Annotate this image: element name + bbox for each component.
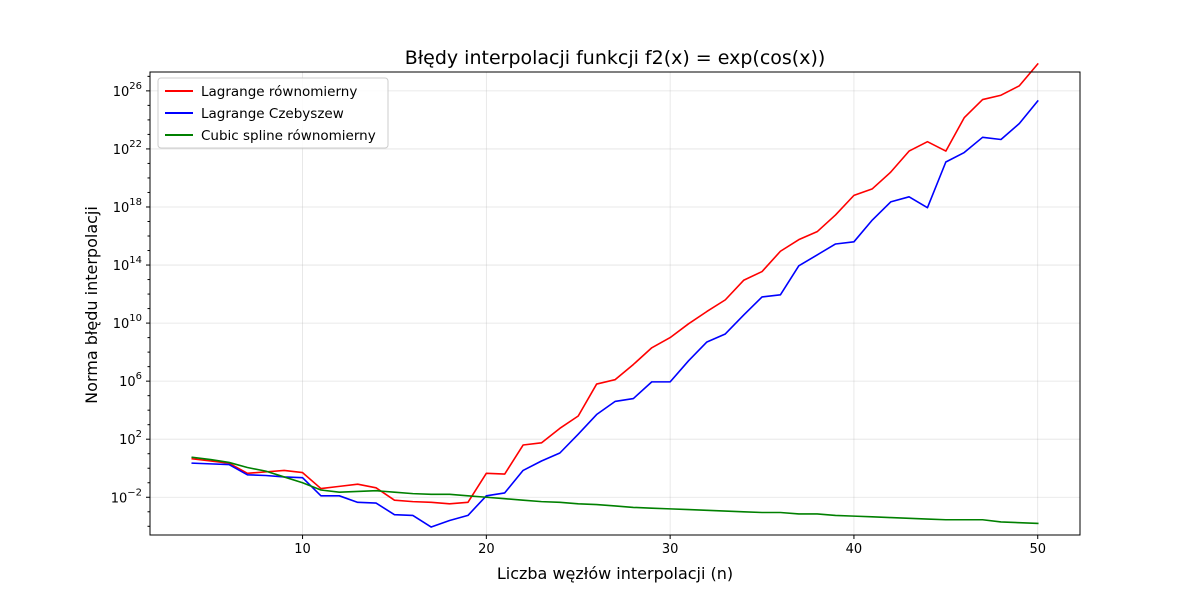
y-axis-label: Norma błędu interpolacji (82, 206, 101, 404)
plot-frame (149, 71, 1081, 536)
series-line-2 (191, 99, 1039, 528)
legend-box (157, 77, 389, 149)
x-tick-label: 30 (662, 542, 679, 557)
chart-title: Błędy interpolacji funkcji f2(x) = exp(c… (405, 47, 826, 69)
legend-label: Lagrange równomierny (201, 84, 357, 100)
x-tick-label: 10 (294, 542, 311, 557)
legend: Lagrange równomierny Lagrange Czebyszew Cu… (157, 77, 389, 149)
series-line-3 (191, 456, 1039, 525)
x-tick-label: 50 (1029, 542, 1046, 557)
legend-label: Lagrange Czebyszew (201, 106, 344, 122)
series-lines (191, 62, 1039, 528)
series-line-1 (191, 62, 1039, 505)
x-axis-label: Liczba węzłów interpolacji (n) (497, 564, 733, 583)
x-tick-label: 20 (478, 542, 495, 557)
x-tick-label: 40 (846, 542, 863, 557)
legend-label: Cubic spline równomierny (201, 128, 376, 144)
